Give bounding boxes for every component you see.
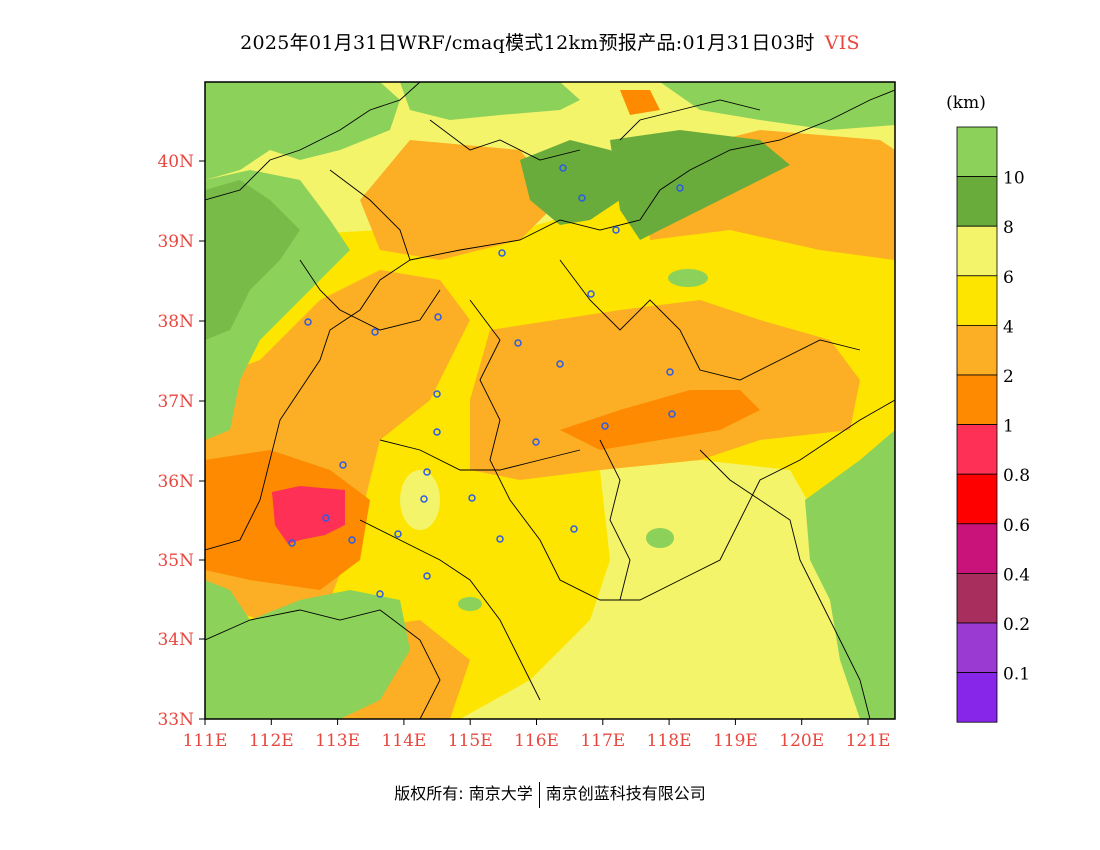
title-text: 2025年01月31日WRF/cmaq模式12km预报产品:01月31日03时 [240, 32, 815, 54]
colorbar-swatch [956, 573, 998, 624]
city-markers [288, 164, 684, 598]
colorbar-swatch [956, 622, 998, 673]
title-variable: VIS [824, 32, 860, 54]
footer-left: 版权所有: 南京大学 [394, 784, 533, 803]
colorbar-swatch [956, 176, 998, 227]
lon-label: 116E [514, 731, 559, 751]
map-title: 2025年01月31日WRF/cmaq模式12km预报产品:01月31日03时 V… [0, 28, 1100, 55]
lat-label: 34N [157, 630, 194, 650]
colorbar: 10 8 6 4 2 1 0.8 0.6 0.4 0.2 0.1 [956, 126, 1030, 723]
colorbar-label: 0.1 [1003, 665, 1030, 685]
lon-label: 117E [580, 731, 625, 751]
lat-label: 38N [157, 312, 194, 332]
colorbar-swatch [956, 275, 998, 326]
colorbar-swatch [956, 126, 998, 177]
colorbar-label: 1 [1003, 417, 1014, 437]
longitude-axis: 111E 112E 113E 114E 115E 116E 117E 118E 119E 120E… [183, 719, 891, 751]
boundary-lines [205, 82, 895, 719]
colorbar-label: 4 [1003, 317, 1014, 337]
colorbar-swatch [956, 523, 998, 574]
colorbar-label: 0.8 [1003, 466, 1030, 486]
lon-label: 118E [647, 731, 692, 751]
lat-label: 35N [157, 551, 194, 571]
colorbar-label: 0.2 [1003, 615, 1030, 635]
colorbar-swatch [956, 324, 998, 376]
lon-label: 121E [846, 731, 891, 751]
lon-label: 112E [249, 731, 294, 751]
footer-right: 南京创蓝科技有限公司 [545, 784, 706, 803]
lon-label: 114E [381, 731, 426, 751]
lon-label: 119E [713, 731, 758, 751]
colorbar-label: 8 [1003, 218, 1014, 238]
copyright-footer: 版权所有: 南京大学 南京创蓝科技有限公司 [0, 780, 1100, 808]
lat-label: 39N [157, 232, 194, 252]
lat-label: 40N [157, 152, 194, 172]
lon-label: 115E [448, 731, 493, 751]
map-field [205, 82, 895, 719]
latitude-axis: 40N 39N 38N 37N 36N 35N 34N 33N [157, 152, 205, 730]
lat-label: 37N [157, 392, 194, 412]
footer-separator [538, 781, 540, 808]
lon-label: 120E [779, 731, 824, 751]
colorbar-swatch [956, 473, 998, 525]
lon-label: 113E [315, 731, 360, 751]
colorbar-label: 0.4 [1003, 565, 1030, 585]
colorbar-unit: (km) [946, 93, 986, 113]
lat-label: 36N [157, 472, 194, 492]
lat-label: 33N [157, 710, 194, 730]
colorbar-label: 2 [1003, 367, 1014, 387]
colorbar-swatch [956, 374, 998, 425]
colorbar-label: 0.6 [1003, 516, 1030, 536]
colorbar-label: 10 [1003, 169, 1025, 189]
colorbar-swatch [956, 424, 998, 475]
lon-label: 111E [183, 731, 228, 751]
colorbar-swatch [956, 672, 998, 723]
colorbar-label: 6 [1003, 268, 1014, 288]
colorbar-swatch [956, 225, 998, 277]
